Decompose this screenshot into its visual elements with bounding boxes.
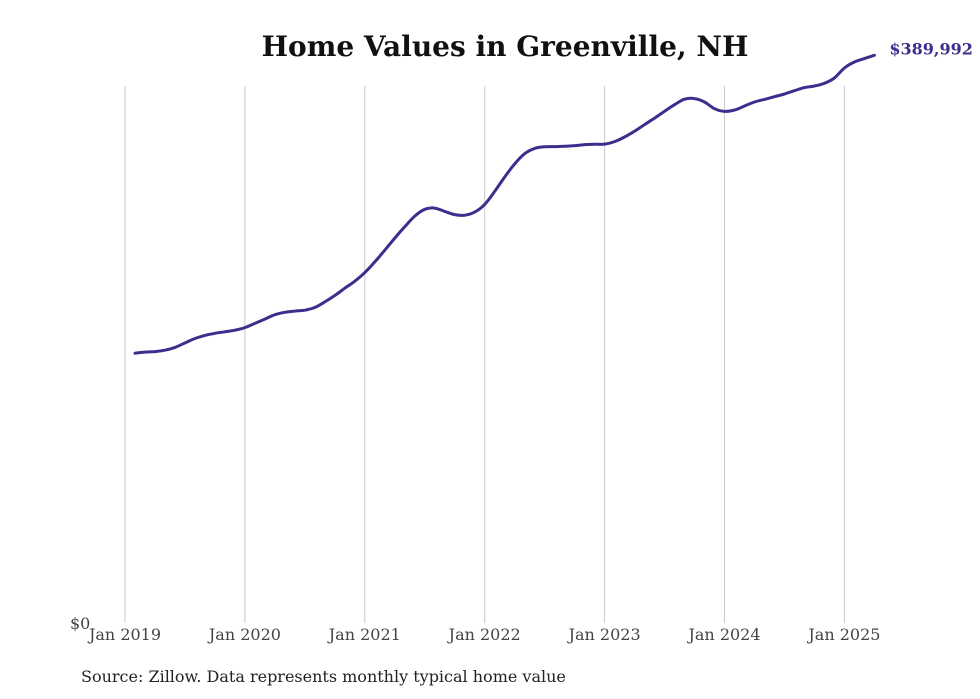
x-tick-label: Jan 2020 [207,625,281,644]
x-tick-label: Jan 2025 [806,625,880,644]
source-note: Source: Zillow. Data represents monthly … [81,667,566,686]
x-tick-label: Jan 2022 [447,625,521,644]
y-tick-label: $0 [70,614,90,633]
x-tick-label: Jan 2024 [686,625,760,644]
x-tick-label: Jan 2021 [327,625,401,644]
latest-value-label: $389,992 [889,39,973,58]
x-tick-label: Jan 2023 [567,625,641,644]
x-tick-label: Jan 2019 [87,625,161,644]
home-value-line [133,53,876,355]
gridlines [124,86,845,623]
chart-title: Home Values in Greenville, NH [261,30,749,63]
y-axis-ticks: $0 [70,614,90,633]
x-axis-ticks: Jan 2019 Jan 2020 Jan 2021 Jan 2022 Jan 2023… [87,625,880,644]
